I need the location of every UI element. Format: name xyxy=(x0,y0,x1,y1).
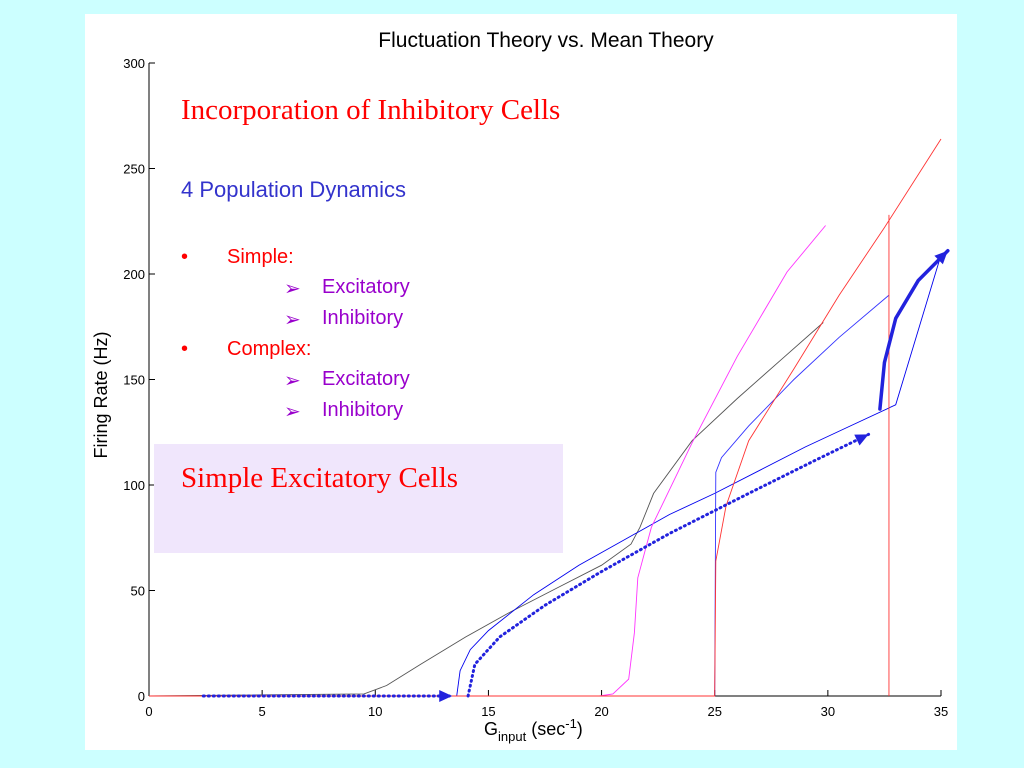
list-item-label: Complex: xyxy=(227,338,312,360)
y-tick-label: 300 xyxy=(123,56,145,71)
list-item-label: Simple: xyxy=(227,246,294,268)
list-item-complex: • Complex: xyxy=(181,338,311,361)
series-line xyxy=(149,225,826,697)
slide-subheading: 4 Population Dynamics xyxy=(181,177,407,202)
x-tick-label: 15 xyxy=(481,704,495,719)
dotted-arrow xyxy=(466,432,871,698)
solid-arrow xyxy=(878,249,950,411)
list-item-label: Inhibitory xyxy=(322,399,404,421)
y-tick-label: 50 xyxy=(131,584,145,599)
bullet-icon: • xyxy=(181,338,189,360)
y-tick-label: 150 xyxy=(123,373,145,388)
list-item-complex-inhibitory: ➢ Inhibitory xyxy=(284,399,403,424)
list-item-label: Excitatory xyxy=(322,368,410,390)
y-tick-label: 0 xyxy=(138,689,145,704)
firing-rate-chart: Fluctuation Theory vs. Mean Theory 0 5 10 1… xyxy=(91,29,950,744)
y-tick-label: 250 xyxy=(123,162,145,177)
chart-title: Fluctuation Theory vs. Mean Theory xyxy=(378,29,714,52)
series-line xyxy=(149,254,942,697)
list-item-simple-excitatory: ➢ Excitatory xyxy=(284,276,410,301)
slide-panel: Fluctuation Theory vs. Mean Theory 0 5 10 1… xyxy=(85,14,957,750)
list-item-label: Inhibitory xyxy=(322,307,404,329)
arrowhead-icon xyxy=(439,690,453,702)
x-axis-label: Ginput (sec-1) xyxy=(484,716,583,744)
list-item-simple-inhibitory: ➢ Inhibitory xyxy=(284,307,403,332)
axes: 0 5 10 15 20 25 30 35 0 50 100 150 200 250 300 xyxy=(123,56,948,719)
series-layer xyxy=(148,138,950,702)
arrow-bullet-icon: ➢ xyxy=(284,278,301,300)
arrow-bullet-icon: ➢ xyxy=(284,309,301,331)
list-item-label: Excitatory xyxy=(322,276,410,298)
x-tick-label: 25 xyxy=(707,704,721,719)
x-tick-label: 10 xyxy=(368,704,382,719)
bullet-icon: • xyxy=(181,246,189,268)
arrowhead-icon xyxy=(934,250,948,265)
list-item-complex-excitatory: ➢ Excitatory xyxy=(284,368,410,393)
y-tick-label: 200 xyxy=(123,267,145,282)
arrow-bullet-icon: ➢ xyxy=(284,401,301,423)
x-tick-label: 20 xyxy=(594,704,608,719)
series-line xyxy=(148,322,824,697)
arrow-bullet-icon: ➢ xyxy=(284,370,301,392)
list-item-simple: • Simple: xyxy=(181,246,294,269)
y-tick-label: 100 xyxy=(123,478,145,493)
arrowhead-icon xyxy=(854,434,869,446)
x-tick-label: 30 xyxy=(821,704,835,719)
x-tick-label: 5 xyxy=(259,704,266,719)
series-line xyxy=(149,138,942,697)
highlight-box-label: Simple Excitatory Cells xyxy=(181,462,459,494)
slide-heading: Incorporation of Inhibitory Cells xyxy=(181,94,561,126)
x-tick-label: 35 xyxy=(934,704,948,719)
x-tick-label: 0 xyxy=(145,704,152,719)
y-axis-label: Firing Rate (Hz) xyxy=(91,331,111,458)
highlight-box: Simple Excitatory Cells xyxy=(154,444,563,553)
